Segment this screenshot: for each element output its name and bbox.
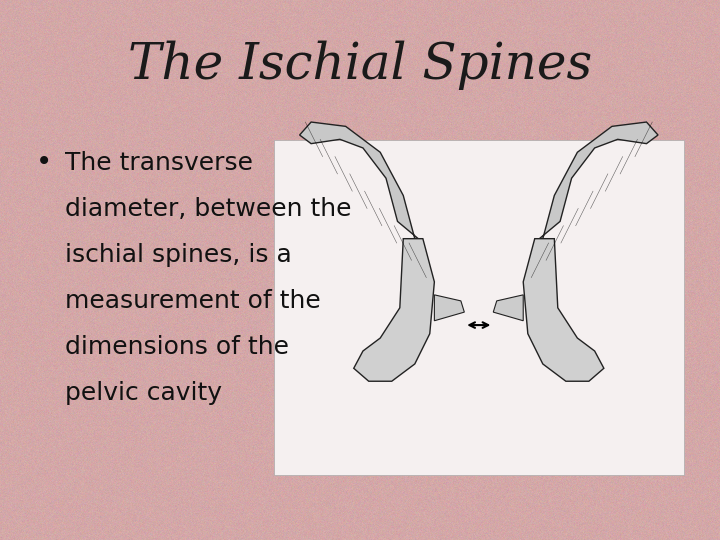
Polygon shape — [354, 239, 434, 381]
Polygon shape — [300, 122, 418, 239]
Text: •: • — [36, 148, 53, 177]
Text: The transverse: The transverse — [65, 151, 253, 175]
Text: The Ischial Spines: The Ischial Spines — [128, 40, 592, 90]
Text: ischial spines, is a: ischial spines, is a — [65, 243, 292, 267]
FancyBboxPatch shape — [274, 140, 684, 475]
Text: dimensions of the: dimensions of the — [65, 335, 289, 359]
Text: diameter, between the: diameter, between the — [65, 197, 351, 221]
Text: pelvic cavity: pelvic cavity — [65, 381, 222, 404]
Polygon shape — [434, 295, 464, 321]
Polygon shape — [523, 239, 604, 381]
Polygon shape — [493, 295, 523, 321]
Polygon shape — [539, 122, 658, 239]
Text: measurement of the: measurement of the — [65, 289, 320, 313]
